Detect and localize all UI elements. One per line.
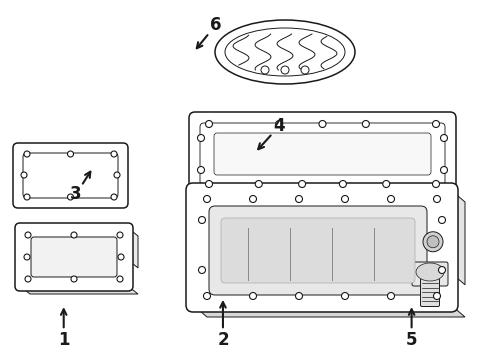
Circle shape xyxy=(249,292,256,300)
FancyBboxPatch shape xyxy=(189,112,456,196)
Circle shape xyxy=(427,236,439,248)
Circle shape xyxy=(261,66,269,74)
FancyBboxPatch shape xyxy=(186,183,458,312)
Circle shape xyxy=(118,254,124,260)
Circle shape xyxy=(71,276,77,282)
Circle shape xyxy=(111,151,117,157)
Ellipse shape xyxy=(416,263,444,281)
Circle shape xyxy=(197,135,204,141)
Text: 2: 2 xyxy=(217,331,229,349)
Circle shape xyxy=(24,254,30,260)
FancyBboxPatch shape xyxy=(15,223,133,291)
Circle shape xyxy=(388,292,394,300)
FancyBboxPatch shape xyxy=(31,237,117,277)
Circle shape xyxy=(203,292,211,300)
Circle shape xyxy=(439,216,445,224)
Circle shape xyxy=(114,172,120,178)
Circle shape xyxy=(117,276,123,282)
Text: 1: 1 xyxy=(58,331,70,349)
Circle shape xyxy=(24,151,30,157)
FancyBboxPatch shape xyxy=(221,218,415,283)
Circle shape xyxy=(383,180,390,188)
FancyBboxPatch shape xyxy=(23,153,118,198)
Polygon shape xyxy=(20,286,138,294)
Circle shape xyxy=(301,66,309,74)
FancyBboxPatch shape xyxy=(420,279,440,306)
Circle shape xyxy=(423,232,443,252)
Circle shape xyxy=(68,151,74,157)
Circle shape xyxy=(197,166,204,174)
Circle shape xyxy=(111,194,117,200)
Circle shape xyxy=(295,292,302,300)
Circle shape xyxy=(439,266,445,274)
Circle shape xyxy=(25,276,31,282)
FancyBboxPatch shape xyxy=(13,143,128,208)
FancyBboxPatch shape xyxy=(209,206,427,295)
FancyBboxPatch shape xyxy=(200,123,445,185)
Circle shape xyxy=(255,180,262,188)
Text: 4: 4 xyxy=(273,117,285,135)
Circle shape xyxy=(441,135,447,141)
Polygon shape xyxy=(128,228,138,268)
Polygon shape xyxy=(451,190,465,285)
Circle shape xyxy=(434,195,441,202)
Circle shape xyxy=(281,66,289,74)
Circle shape xyxy=(203,195,211,202)
FancyBboxPatch shape xyxy=(214,133,431,175)
Circle shape xyxy=(21,172,27,178)
Circle shape xyxy=(249,195,256,202)
Text: 5: 5 xyxy=(406,331,417,349)
Circle shape xyxy=(24,194,30,200)
Circle shape xyxy=(340,180,346,188)
Circle shape xyxy=(342,292,348,300)
Circle shape xyxy=(319,121,326,127)
Circle shape xyxy=(205,180,213,188)
Circle shape xyxy=(388,195,394,202)
FancyBboxPatch shape xyxy=(412,262,448,286)
Text: 6: 6 xyxy=(210,16,221,34)
Circle shape xyxy=(68,194,74,200)
Circle shape xyxy=(433,121,440,127)
Circle shape xyxy=(25,232,31,238)
Circle shape xyxy=(198,266,205,274)
Circle shape xyxy=(441,166,447,174)
Circle shape xyxy=(117,232,123,238)
Ellipse shape xyxy=(225,28,345,76)
Circle shape xyxy=(298,180,306,188)
Circle shape xyxy=(198,216,205,224)
Circle shape xyxy=(71,232,77,238)
Circle shape xyxy=(205,121,213,127)
Text: 3: 3 xyxy=(70,185,82,203)
Polygon shape xyxy=(193,305,465,317)
Circle shape xyxy=(295,195,302,202)
Circle shape xyxy=(362,121,369,127)
Circle shape xyxy=(342,195,348,202)
Ellipse shape xyxy=(215,20,355,84)
Circle shape xyxy=(276,121,283,127)
Circle shape xyxy=(434,292,441,300)
Circle shape xyxy=(433,180,440,188)
